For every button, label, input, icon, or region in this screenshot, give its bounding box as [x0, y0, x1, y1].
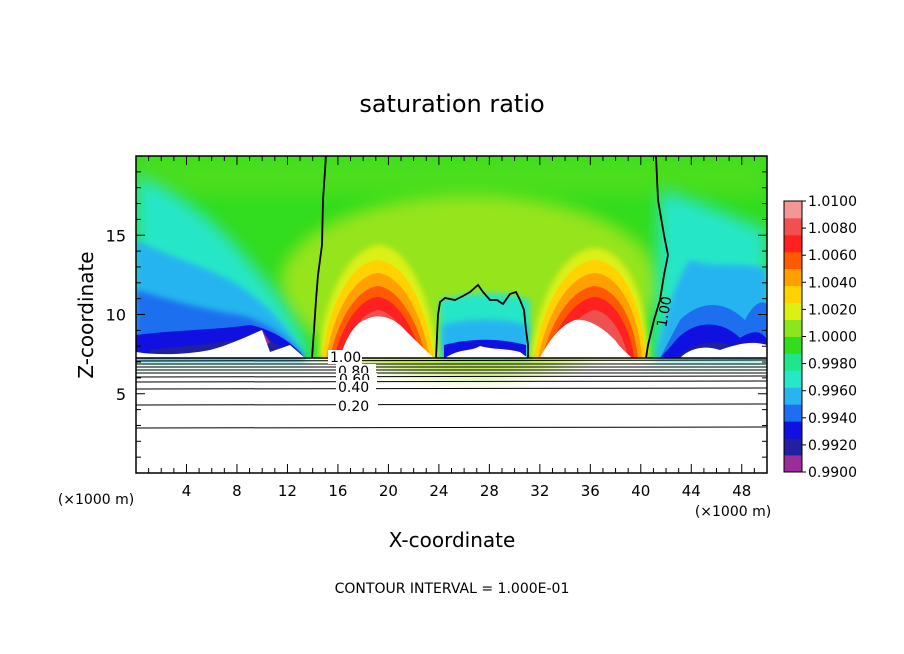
y-tick-label: 5 — [116, 385, 126, 404]
colorbar-swatch — [784, 455, 802, 473]
plot-area — [136, 156, 767, 429]
x-tick-label: 8 — [232, 482, 242, 500]
colorbar-label: 0.9920 — [808, 438, 857, 454]
colorbar-label: 1.0000 — [808, 330, 857, 346]
colorbar: 1.0100 1.0080 1.0060 1.0040 1.0020 1.0000 0.99… — [783, 194, 857, 481]
chart-title: saturation ratio — [359, 90, 544, 118]
contour-label: 1.00 — [654, 295, 675, 328]
x-tick-label: 40 — [631, 482, 650, 500]
y-unit-label: (×1000 m) — [58, 492, 134, 508]
colorbar-label: 0.9900 — [808, 465, 857, 481]
colorbar-swatch — [784, 438, 802, 456]
colorbar-swatch — [784, 302, 802, 320]
right-blue-region — [650, 190, 767, 358]
x-tick-label: 12 — [278, 482, 297, 500]
colorbar-swatch — [784, 404, 802, 422]
colorbar-swatch — [784, 370, 802, 388]
contour-label: 0.40 — [338, 380, 369, 396]
colorbar-swatch — [784, 201, 802, 219]
colorbar-label: 0.9960 — [808, 384, 857, 400]
colorbar-swatch — [784, 387, 802, 405]
colorbar-swatch — [784, 268, 802, 287]
contour-label: 0.20 — [338, 399, 369, 415]
y-tick-label: 10 — [106, 306, 126, 325]
colorbar-swatch — [784, 353, 802, 371]
y-tick-label: 15 — [106, 226, 126, 245]
x-axis-label: X-coordinate — [389, 528, 516, 552]
colorbar-swatch — [784, 336, 802, 354]
x-tick-label: 32 — [530, 482, 549, 500]
x-tick-label: 24 — [429, 482, 448, 500]
x-axis: 4 8 12 16 20 24 28 32 36 40 44 48 — [148, 156, 755, 500]
colorbar-label: 1.0100 — [808, 194, 857, 210]
x-unit-label: (×1000 m) — [695, 504, 771, 520]
colorbar-swatch — [784, 217, 802, 236]
colorbar-label: 1.0020 — [808, 302, 857, 318]
x-tick-label: 16 — [328, 482, 347, 500]
colorbar-label: 0.9980 — [808, 357, 857, 373]
y-axis-label: Z-coordinate — [74, 251, 98, 378]
y-axis: 5 10 15 — [106, 171, 767, 458]
colorbar-swatch — [784, 234, 802, 253]
contour-labels: 1.00 1.00 0.80 0.60 0.40 0.20 — [328, 295, 675, 415]
colorbar-label: 1.0040 — [808, 275, 857, 291]
contour-label: 1.00 — [330, 350, 361, 366]
x-tick-label: 4 — [182, 482, 192, 500]
x-tick-label: 48 — [732, 482, 751, 500]
colorbar-label: 1.0060 — [808, 248, 857, 264]
contour-interval-note: CONTOUR INTERVAL = 1.000E-01 — [335, 581, 570, 597]
colorbar-swatch — [784, 285, 802, 304]
lower-contours — [136, 357, 767, 429]
colorbar-swatch — [784, 251, 802, 270]
white-cutouts — [136, 316, 767, 358]
colorbar-label: 1.0080 — [808, 221, 857, 237]
x-tick-label: 36 — [581, 482, 600, 500]
colorbar-swatch — [784, 421, 802, 439]
x-tick-label: 20 — [379, 482, 398, 500]
x-tick-label: 28 — [480, 482, 499, 500]
x-tick-label: 44 — [682, 482, 701, 500]
colorbar-label: 0.9940 — [808, 411, 857, 427]
colorbar-swatch — [784, 319, 802, 337]
contour-1-00 — [311, 156, 669, 359]
field-upper-band — [136, 156, 767, 196]
